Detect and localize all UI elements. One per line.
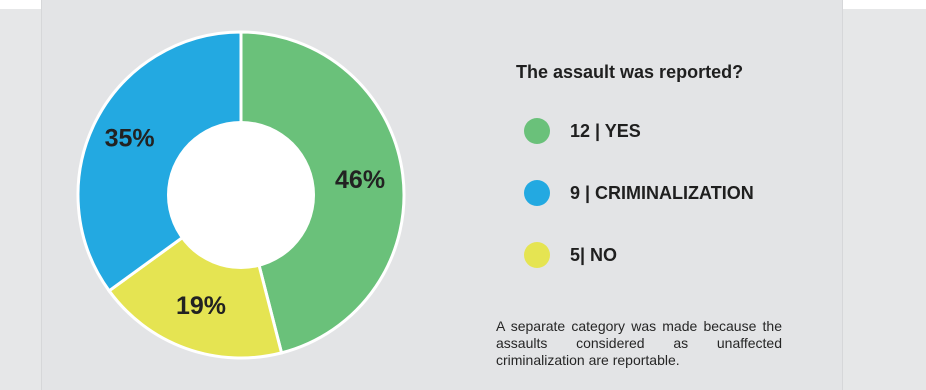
legend-label: 9 | CRIMINALIZATION	[570, 182, 754, 203]
slice-label-no: 19%	[176, 292, 226, 320]
legend-swatch	[524, 180, 550, 206]
slice-yes	[239, 30, 406, 355]
footnote: A separate category was made because the…	[496, 318, 782, 368]
donut-hole	[167, 121, 315, 269]
legend-label: 12 | YES	[570, 120, 641, 141]
slice-label-yes: 46%	[335, 166, 385, 194]
legend-label: 5| NO	[570, 244, 618, 265]
slice-criminalization	[76, 30, 243, 293]
donut-slices	[76, 30, 406, 360]
legend-swatch	[524, 118, 550, 144]
legend-title: The assault was reported?	[516, 62, 744, 82]
legend: 12 | YES 9 | CRIMINALIZATION 5| NO	[524, 117, 754, 303]
legend-item: 12 | YES	[524, 117, 754, 145]
legend-item: 9 | CRIMINALIZATION	[524, 179, 754, 207]
legend-swatch	[524, 242, 550, 268]
slice-labels: 46% 19% 35%	[105, 124, 385, 320]
slice-label-criminalization: 35%	[105, 124, 155, 152]
legend-item: 5| NO	[524, 241, 754, 269]
